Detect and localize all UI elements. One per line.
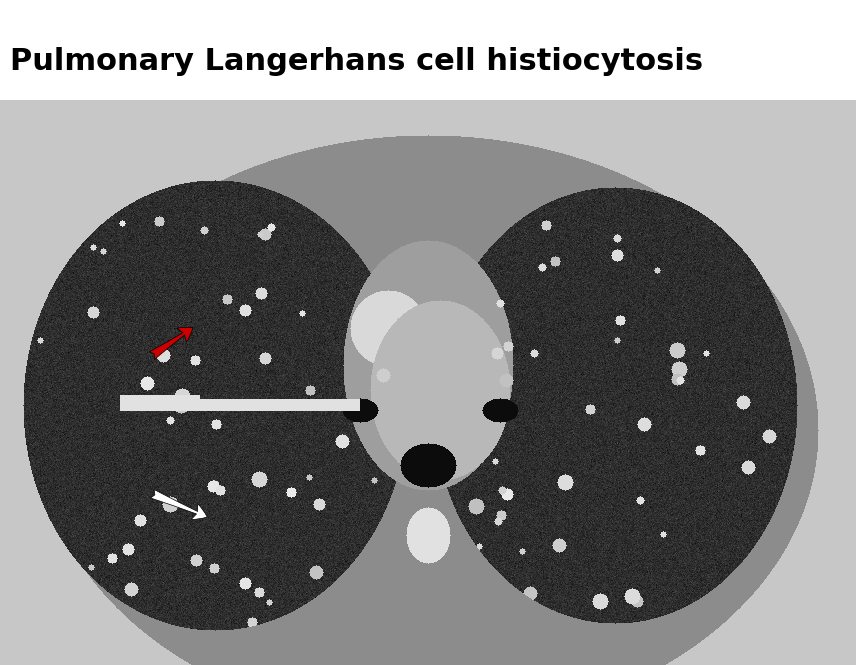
Text: Pulmonary Langerhans cell histiocytosis: Pulmonary Langerhans cell histiocytosis	[10, 47, 704, 76]
